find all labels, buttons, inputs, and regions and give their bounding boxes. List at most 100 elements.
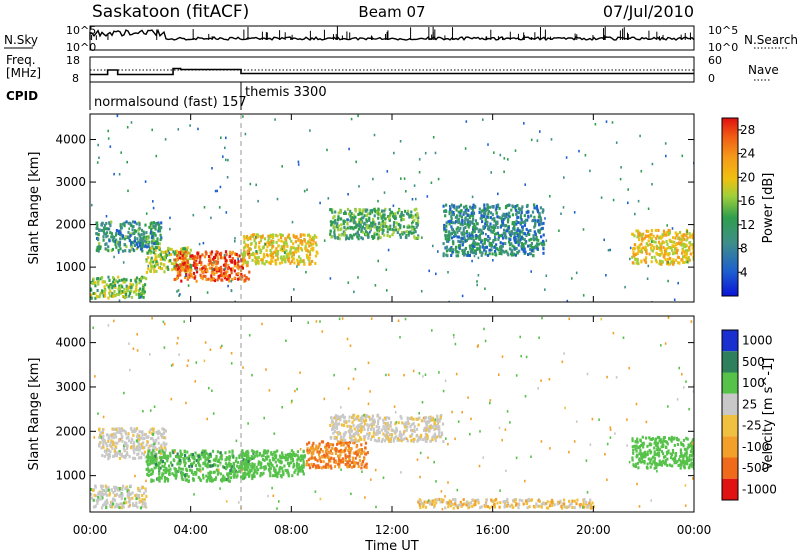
echo-cell [195, 459, 198, 463]
echo-cell [287, 461, 290, 465]
echo-cell [112, 280, 115, 284]
echo-cell [510, 253, 513, 257]
echo-cell [348, 463, 351, 467]
echo-cell [640, 242, 643, 246]
echo-cell [498, 505, 501, 509]
echo-cell [513, 221, 516, 225]
echo-cell [369, 423, 372, 427]
echo-cell [112, 239, 115, 243]
echo-cell [116, 430, 119, 434]
echo-cell [369, 230, 371, 234]
echo-cell [200, 269, 203, 273]
echo-cell [187, 475, 190, 479]
echo-cell [353, 220, 356, 224]
echo-cell [339, 418, 342, 422]
echo-cell [428, 428, 431, 431]
echo-cell [114, 493, 117, 497]
echo-cell [297, 463, 300, 467]
echo-cell [294, 247, 297, 251]
echo-cell [221, 278, 224, 282]
echo-cell [160, 443, 163, 447]
echo-cell [141, 237, 144, 241]
echo-cell [656, 247, 659, 250]
echo-cell [114, 294, 117, 298]
echo-cell [124, 432, 128, 436]
echo-cell [161, 464, 164, 468]
echo-cell [150, 457, 154, 461]
echo-cell [609, 248, 611, 252]
echo-cell [311, 248, 315, 252]
echo-cell [273, 467, 276, 471]
echo-cell [485, 245, 488, 249]
echo-cell [350, 226, 354, 230]
echo-cell [379, 223, 382, 227]
echo-cell [133, 229, 137, 233]
echo-cell [255, 256, 258, 260]
echo-cell [196, 252, 200, 256]
echo-cell [356, 234, 359, 238]
echo-cell [682, 233, 686, 237]
echo-cell [412, 439, 415, 443]
echo-cell [498, 207, 501, 210]
echo-cell [143, 276, 146, 280]
echo-cell [157, 266, 161, 270]
echo-cell [582, 228, 585, 231]
echo-cell [336, 226, 339, 230]
echo-cell [457, 235, 460, 239]
echo-cell [313, 234, 316, 238]
echo-cell [261, 258, 264, 262]
echo-cell [346, 460, 349, 464]
echo-cell [389, 440, 392, 444]
echo-cell [496, 215, 499, 219]
echo-cell [281, 456, 284, 460]
echo-cell [338, 465, 341, 469]
echo-cell [114, 243, 117, 246]
echo-cell [264, 449, 267, 453]
echo-cell [177, 469, 180, 473]
echo-cell [111, 446, 114, 450]
echo-cell [367, 224, 370, 228]
echo-cell [461, 237, 464, 240]
echo-cell [137, 494, 141, 498]
echo-cell [559, 499, 562, 503]
noise-search-label: N.Search [744, 33, 798, 47]
echo-cell [211, 263, 214, 267]
echo-cell [165, 469, 168, 473]
echo-cell [199, 255, 202, 259]
echo-cell [487, 227, 489, 231]
echo-cell [173, 264, 176, 268]
echo-cell [270, 463, 273, 467]
echo-cell [386, 421, 389, 425]
echo-cell [325, 452, 328, 456]
echo-cell [671, 227, 674, 230]
echo-cell [113, 281, 116, 285]
echo-cell [502, 249, 505, 253]
echo-cell [294, 250, 297, 254]
echo-cell [182, 252, 185, 256]
echo-cell [356, 231, 359, 235]
echo-cell [177, 462, 180, 466]
echo-cell [96, 280, 99, 284]
echo-cell [411, 225, 414, 229]
echo-cell [426, 435, 429, 439]
echo-cell [158, 229, 162, 233]
echo-cell [132, 446, 135, 450]
echo-cell [96, 289, 99, 292]
echo-cell [150, 230, 153, 234]
echo-cell [317, 464, 320, 468]
echo-cell [675, 246, 678, 250]
echo-cell [459, 244, 462, 247]
echo-cell [518, 240, 521, 244]
echo-cell [152, 238, 155, 242]
echo-cell [355, 223, 358, 227]
echo-cell [110, 294, 113, 298]
echo-cell [539, 206, 542, 210]
echo-cell [452, 211, 455, 214]
freq-label-line1: Freq. [6, 53, 36, 67]
echo-cell [399, 140, 402, 143]
echo-cell [181, 268, 185, 272]
echo-cell [529, 237, 532, 241]
echo-cell [103, 223, 107, 227]
echo-cell [619, 177, 622, 181]
echo-cell [404, 423, 407, 427]
